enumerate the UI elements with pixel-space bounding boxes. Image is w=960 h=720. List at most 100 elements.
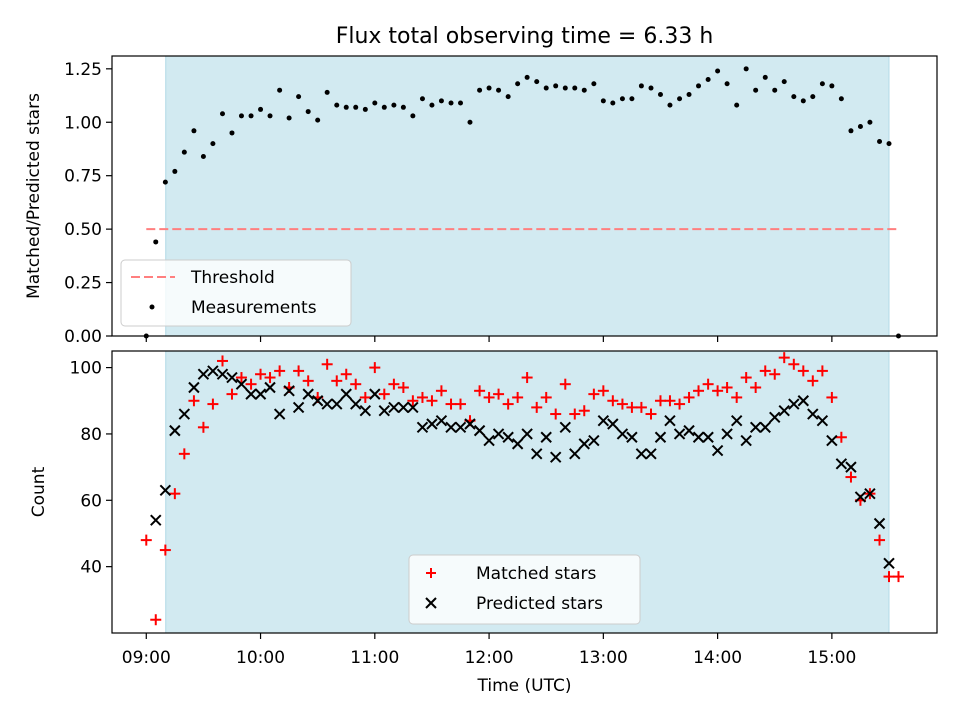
measurement-point [562,85,568,91]
measurement-point [315,117,321,123]
measurement-point [696,83,702,89]
predicted-star-point [492,428,505,440]
matched-star-point [845,471,857,483]
measurement-point [772,87,778,93]
matched-star-point [778,352,790,364]
measurement-point [648,85,654,91]
x-tick-label: 13:00 [579,648,628,668]
matched-star-point [169,488,181,500]
predicted-star-point [531,448,543,460]
matched-star-point [883,571,895,583]
measurement-point [877,138,883,144]
measurement-point [162,179,168,185]
counts-legend-box [408,554,641,625]
predicted-star-point [721,428,733,440]
matched-star-point [759,365,771,377]
predicted-star-point [369,388,381,400]
measurement-point [362,106,368,112]
predicted-star-point [797,395,810,407]
measurement-point [477,87,483,93]
measurement-point [724,81,730,87]
predicted-star-point [416,421,429,434]
matched-star-point [788,358,800,370]
matched-star-point [769,368,781,380]
predicted-stars-points [150,365,895,570]
predicted-legend-label: Predicted stars [476,594,603,614]
predicted-star-point [597,414,610,427]
measurement-point [505,94,511,100]
measurement-point [619,96,625,102]
predicted-star-point [502,431,514,443]
predicted-star-point [683,424,695,437]
measurement-point [800,98,806,104]
predicted-star-point [321,398,333,410]
predicted-star-point [254,388,267,400]
measurement-point [600,98,606,104]
predicted-star-point [464,418,476,430]
measurement-point [591,81,597,87]
matched-star-point [426,395,438,407]
measurement-point [210,141,216,147]
measurement-point [867,119,873,125]
predicted-star-point [150,514,162,526]
matched-star-point [559,378,571,390]
matched-star-point [331,375,343,387]
ratio-legend: Threshold Measurements [120,259,352,327]
predicted-star-point [692,431,705,443]
measurement-point [258,106,264,112]
matched-star-point [435,385,447,397]
matched-star-point [731,391,743,403]
matched-star-point [264,372,276,384]
matched-star-point [616,398,628,410]
matched-star-point [645,408,657,420]
matched-star-point [483,391,495,403]
matched-star-point [607,395,619,407]
predicted-star-point [159,484,172,497]
matched-star-point [721,381,733,393]
measurement-point [172,168,178,174]
measurement-point [419,96,425,102]
measurement-point [486,85,492,91]
predicted-legend-marker [425,597,437,609]
predicted-star-point [645,448,657,460]
measurement-point [410,113,416,119]
measurement-point [343,104,349,110]
predicted-star-point [730,414,743,427]
matched-star-point [207,398,219,410]
predicted-star-point [245,388,257,400]
measurement-point [515,81,521,87]
matched-star-point [892,571,904,583]
predicted-star-point [445,421,457,434]
ratio-y-tick-label: 0.50 [64,220,102,240]
measurement-point [886,141,892,147]
matched-star-point [512,391,524,403]
predicted-star-point [388,401,400,414]
counts-y-tick-label: 40 [80,558,102,578]
measurement-point [334,102,340,108]
matched-star-point [340,368,352,380]
matched-star-point [683,391,695,403]
matched-star-point [531,401,543,413]
matched-star-point [597,385,609,397]
matched-star-point [369,362,381,374]
predicted-star-point [711,444,724,457]
measurement-point [296,94,302,100]
matched-star-point [797,365,809,377]
matched-star-point [578,405,590,417]
measurement-point [753,87,759,93]
matched-star-point [816,365,828,377]
predicted-star-point [178,408,191,420]
matched-star-point [245,378,257,390]
measurement-point [810,94,816,100]
predicted-star-point [740,434,752,447]
predicted-star-point [759,421,771,434]
matched-star-point [455,398,467,410]
matched-star-point [445,398,457,410]
measurement-point [534,79,540,85]
predicted-star-point [264,381,276,394]
predicted-star-point [454,421,467,434]
measurement-point [734,102,740,108]
measurement-point [791,94,797,100]
predicted-star-point [559,421,572,434]
measurement-point [181,149,187,155]
